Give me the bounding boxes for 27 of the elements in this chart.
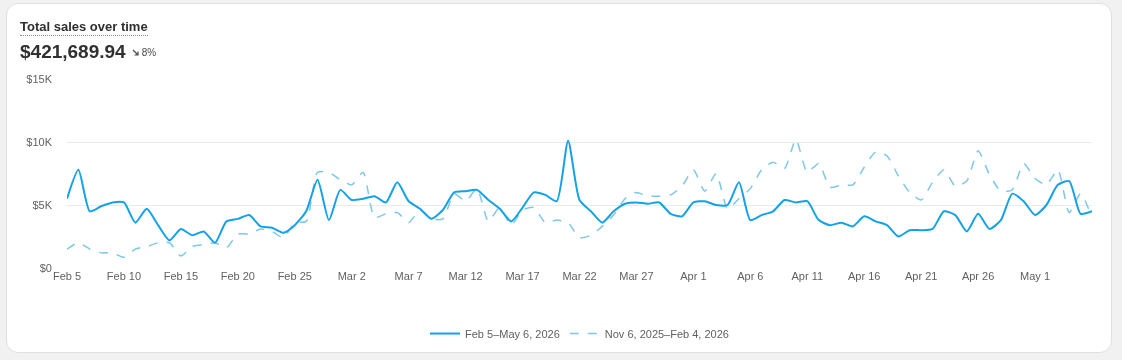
chart-subtitle: $421,689.94 xyxy=(20,41,126,63)
x-tick-label: Apr 26 xyxy=(961,270,995,282)
x-tick-label: Feb 15 xyxy=(163,270,199,282)
chart-title: Total sales over time xyxy=(20,19,148,36)
x-tick-label: May 1 xyxy=(1020,270,1051,282)
x-tick-label: Feb 5 xyxy=(52,270,82,282)
x-tick-label: Mar 12 xyxy=(448,270,483,282)
y-tick-label: $0 xyxy=(39,261,52,274)
x-tick-label: Mar 22 xyxy=(562,270,597,282)
x-tick-label: Apr 1 xyxy=(680,270,707,282)
legend-label: Nov 6, 2025–Feb 4, 2026 xyxy=(604,327,729,340)
x-tick-label: Apr 21 xyxy=(904,270,938,282)
x-tick-label: Mar 7 xyxy=(394,270,423,282)
y-tick-label: $5K xyxy=(32,198,53,211)
x-tick-label: Apr 11 xyxy=(791,270,824,282)
x-tick-label: Feb 20 xyxy=(220,270,255,282)
x-tick-label: Apr 6 xyxy=(737,270,764,282)
x-tick-label: Feb 25 xyxy=(277,270,312,282)
legend-label: Feb 5–May 6, 2026 xyxy=(465,327,560,340)
x-tick-label: Mar 27 xyxy=(619,270,654,282)
x-tick-label: Feb 10 xyxy=(106,270,142,282)
y-tick-label: $15K xyxy=(26,72,53,85)
y-tick-label: $10K xyxy=(26,135,53,148)
x-tick-label: Mar 2 xyxy=(337,270,366,282)
x-tick-label: Mar 17 xyxy=(505,270,540,282)
text: 8% xyxy=(141,46,157,58)
x-tick-label: Apr 16 xyxy=(848,270,881,282)
